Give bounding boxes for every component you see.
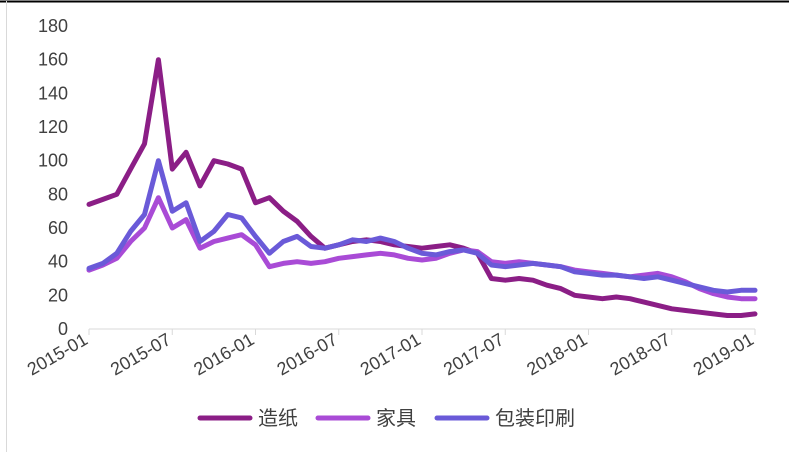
x-tick-label: 2017-07: [440, 329, 507, 379]
y-tick-label: 100: [38, 151, 68, 171]
x-tick-label: 2019-01: [690, 329, 757, 379]
y-axis: 0 20 40 60 80 100 120 140 160 180: [38, 16, 68, 339]
legend: 造纸 家具 包装印刷: [197, 407, 575, 430]
x-tick-label: 2015-07: [107, 329, 174, 379]
y-tick-label: 120: [38, 117, 68, 137]
y-tick-label: 40: [48, 252, 68, 272]
x-tick-label: 2017-01: [357, 329, 424, 379]
legend-label: 包装印刷: [495, 407, 575, 430]
x-tick-label: 2016-01: [190, 329, 257, 379]
x-axis: 2015-01 2015-07 2016-01 2016-07 2017-01 2017-…: [24, 328, 757, 379]
x-tick-label: 2018-01: [523, 329, 590, 379]
y-tick-label: 160: [38, 50, 68, 70]
x-tick-label: 2018-07: [607, 329, 674, 379]
y-tick-label: 0: [58, 319, 68, 339]
series-line-2: [86, 195, 758, 302]
series-layer: [86, 57, 758, 318]
legend-label: 家具: [376, 407, 416, 430]
y-tick-label: 20: [48, 285, 68, 305]
series-line-3: [86, 158, 758, 295]
legend-label: 造纸: [258, 407, 298, 430]
y-tick-label: 60: [48, 218, 68, 238]
series-line-1: [86, 57, 758, 318]
y-tick-label: 140: [38, 83, 68, 103]
y-tick-label: 180: [38, 16, 68, 36]
y-tick-label: 80: [48, 184, 68, 204]
x-tick-label: 2016-07: [274, 329, 341, 379]
